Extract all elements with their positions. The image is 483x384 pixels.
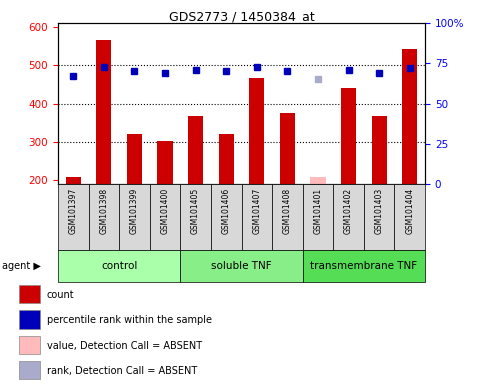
Bar: [66, 177, 81, 184]
Bar: [333, 184, 364, 250]
Text: GSM101398: GSM101398: [99, 188, 108, 234]
Bar: [150, 184, 180, 250]
Bar: [180, 250, 303, 282]
Bar: [211, 184, 242, 250]
Text: count: count: [47, 290, 74, 300]
Bar: [395, 184, 425, 250]
Bar: [364, 184, 395, 250]
Text: GSM101404: GSM101404: [405, 188, 414, 234]
Text: percentile rank within the sample: percentile rank within the sample: [47, 315, 212, 325]
Text: GSM101406: GSM101406: [222, 188, 231, 234]
Text: value, Detection Call = ABSENT: value, Detection Call = ABSENT: [47, 341, 202, 351]
Bar: [249, 78, 265, 184]
Text: GSM101407: GSM101407: [252, 188, 261, 234]
Bar: [272, 184, 303, 250]
Text: GSM101408: GSM101408: [283, 188, 292, 234]
Text: GSM101405: GSM101405: [191, 188, 200, 234]
Bar: [371, 116, 387, 184]
Text: GSM101403: GSM101403: [375, 188, 384, 234]
Text: GDS2773 / 1450384_at: GDS2773 / 1450384_at: [169, 10, 314, 23]
Text: GSM101402: GSM101402: [344, 188, 353, 234]
Text: GSM101400: GSM101400: [160, 188, 170, 234]
Bar: [88, 184, 119, 250]
Text: GSM101397: GSM101397: [69, 188, 78, 234]
Bar: [19, 285, 40, 303]
Bar: [127, 134, 142, 184]
Bar: [303, 250, 425, 282]
Bar: [242, 184, 272, 250]
Bar: [219, 134, 234, 184]
Bar: [19, 336, 40, 354]
Bar: [19, 310, 40, 329]
Bar: [280, 113, 295, 184]
Bar: [119, 184, 150, 250]
Text: soluble TNF: soluble TNF: [211, 261, 272, 271]
Bar: [402, 49, 417, 184]
Text: GSM101399: GSM101399: [130, 188, 139, 234]
Text: rank, Detection Call = ABSENT: rank, Detection Call = ABSENT: [47, 366, 197, 376]
Bar: [58, 250, 180, 282]
Text: control: control: [101, 261, 137, 271]
Bar: [341, 88, 356, 184]
Bar: [311, 177, 326, 184]
Bar: [188, 116, 203, 184]
Bar: [303, 184, 333, 250]
Bar: [157, 141, 173, 184]
Text: GSM101401: GSM101401: [313, 188, 323, 234]
Bar: [180, 184, 211, 250]
Text: agent ▶: agent ▶: [2, 261, 41, 271]
Bar: [58, 184, 88, 250]
Bar: [19, 361, 40, 379]
Bar: [96, 40, 112, 184]
Text: transmembrane TNF: transmembrane TNF: [310, 261, 417, 271]
